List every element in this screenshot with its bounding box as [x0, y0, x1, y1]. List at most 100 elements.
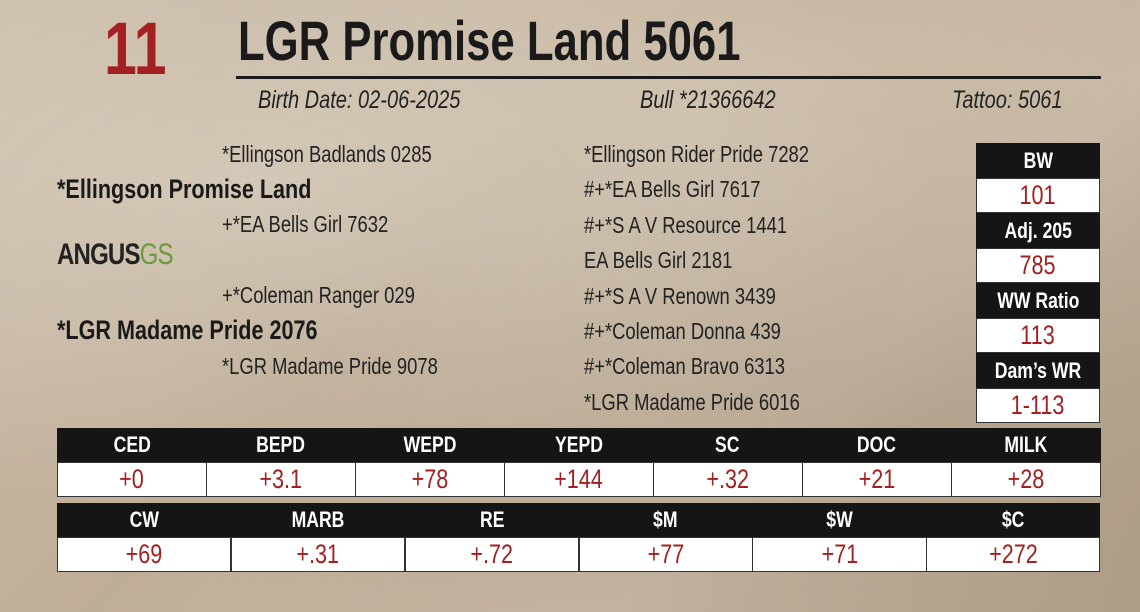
- logo-text: ANGUS: [57, 238, 140, 271]
- pedigree-entry: +*Coleman Ranger 029: [222, 282, 463, 309]
- epd-value-text: +71: [821, 539, 858, 569]
- epd-value: +77: [578, 537, 753, 572]
- pedigree-outer-entry-text: #+*Coleman Donna 439: [584, 318, 781, 344]
- epd-value-text: +28: [1007, 464, 1045, 494]
- epd-value: +0: [57, 462, 207, 497]
- pedigree-outer-entry-text: #+*EA Bells Girl 7617: [584, 176, 761, 203]
- epd-label-text: RE: [479, 507, 505, 532]
- epd-value: +21: [802, 462, 952, 497]
- stat-value-text: 101: [1019, 180, 1057, 210]
- epd-label-text: BEPD: [256, 432, 306, 457]
- pedigree-entry: *Ellingson Badlands 0285: [222, 141, 484, 168]
- epd-label: $W: [752, 503, 927, 537]
- epd-value-text: +272: [988, 539, 1038, 569]
- pedigree-text: +*EA Bells Girl 7632: [222, 211, 389, 237]
- epd-label: RE: [404, 503, 579, 537]
- pedigree-outer-entry: #+*Coleman Bravo 6313: [584, 353, 835, 380]
- epd-value-text: +0: [119, 464, 145, 494]
- stat-label: Adj. 205: [976, 213, 1100, 248]
- logo-suffix: GS: [139, 238, 174, 271]
- epd-value: +144: [504, 462, 654, 497]
- pedigree-outer-entry: #+*EA Bells Girl 7617: [584, 176, 805, 203]
- epd-label-text: $W: [826, 507, 853, 532]
- birth-date: Birth Date: 02-06-2025: [258, 86, 511, 115]
- pedigree-dam: *LGR Madame Pride 2076: [57, 315, 383, 346]
- epd-label-text: SC: [715, 432, 740, 457]
- stat-label-text: Adj. 205: [1004, 217, 1072, 243]
- pedigree-outer-entry: EA Bells Girl 2181: [584, 247, 769, 274]
- pedigree-outer-entry: #+*S A V Resource 1441: [584, 212, 838, 239]
- epd-value: +3.1: [206, 462, 356, 497]
- pedigree-outer-entry-text: *LGR Madame Pride 6016: [584, 388, 800, 415]
- stat-label: Dam’s WR: [976, 353, 1100, 388]
- pedigree-outer-entry: #+*Coleman Donna 439: [584, 318, 830, 345]
- epd-label: $M: [578, 503, 753, 537]
- epd-value-text: +21: [858, 464, 896, 494]
- pedigree-entry: +*EA Bells Girl 7632: [222, 211, 430, 238]
- epd-label-text: YEPD: [554, 432, 603, 457]
- stat-value: 1-113: [976, 388, 1100, 423]
- epd-label-text: $C: [1002, 507, 1025, 532]
- angus-logo: ANGUSGS: [57, 238, 202, 272]
- epd-label: SC: [653, 428, 803, 462]
- epd-label: WEPD: [355, 428, 505, 462]
- epd-value: +28: [951, 462, 1101, 497]
- epd-label-text: MARB: [291, 507, 345, 532]
- epd-value: +.31: [230, 537, 406, 572]
- pedigree-outer-entry-text: *Ellingson Rider Pride 7282: [584, 141, 810, 167]
- pedigree-outer-entry-text: #+*Coleman Bravo 6313: [584, 353, 785, 380]
- epd-value-text: +.31: [296, 539, 340, 569]
- animal-name: LGR Promise Land 5061: [238, 8, 882, 73]
- epd-value: +.72: [404, 537, 579, 572]
- stat-value: 785: [976, 248, 1100, 283]
- pedigree-entry: *LGR Madame Pride 9078: [222, 353, 492, 380]
- epd-label-text: MILK: [1004, 432, 1048, 457]
- stat-label-text: WW Ratio: [996, 287, 1080, 313]
- epd-label: MARB: [230, 503, 406, 537]
- registration-text: Bull *21366642: [640, 86, 776, 114]
- stat-label-text: Dam’s WR: [994, 357, 1082, 383]
- epd-value: +272: [926, 537, 1101, 572]
- stat-label: WW Ratio: [976, 283, 1100, 318]
- epd-label-text: $M: [653, 507, 678, 532]
- pedigree-outer-entry: *LGR Madame Pride 6016: [584, 389, 854, 416]
- stat-label: BW: [976, 143, 1100, 178]
- epd-label: DOC: [802, 428, 952, 462]
- pedigree-outer-entry: #+*S A V Renown 3439: [584, 283, 824, 310]
- epd-value-text: +.32: [706, 464, 750, 494]
- lot-text: 11: [104, 7, 167, 90]
- epd-label: MILK: [951, 428, 1101, 462]
- birth-date-text: Birth Date: 02-06-2025: [258, 86, 461, 114]
- epd-label: YEPD: [504, 428, 654, 462]
- epd-value-text: +.72: [470, 539, 514, 569]
- epd-label-text: CED: [113, 432, 151, 457]
- tattoo-text: Tattoo: 5061: [952, 86, 1063, 114]
- epd-label-text: WEPD: [403, 432, 457, 457]
- pedigree-outer-entry: *Ellingson Rider Pride 7282: [584, 141, 865, 168]
- epd-label: CW: [57, 503, 232, 537]
- epd-value: +78: [355, 462, 505, 497]
- pedigree-text: *Ellingson Badlands 0285: [222, 141, 432, 167]
- epd-label-text: DOC: [857, 432, 897, 457]
- pedigree-text: *LGR Madame Pride 2076: [57, 315, 318, 345]
- lot-number: 11: [104, 6, 182, 91]
- epd-value-text: +78: [411, 464, 449, 494]
- pedigree-text: +*Coleman Ranger 029: [222, 282, 415, 308]
- epd-value: +71: [752, 537, 927, 572]
- epd-value-text: +69: [125, 539, 163, 569]
- stat-value-text: 1-113: [1011, 390, 1065, 420]
- stat-value-text: 785: [1019, 250, 1057, 280]
- epd-value: +.32: [653, 462, 803, 497]
- tattoo: Tattoo: 5061: [952, 86, 1090, 115]
- stat-value: 113: [976, 318, 1100, 353]
- epd-value-text: +77: [647, 539, 684, 569]
- stat-label-text: BW: [1023, 147, 1053, 173]
- name-text: LGR Promise Land 5061: [238, 9, 741, 72]
- epd-value-text: +144: [554, 464, 604, 494]
- epd-label: CED: [57, 428, 207, 462]
- pedigree-text: *LGR Madame Pride 9078: [222, 353, 438, 379]
- pedigree-text: *Ellingson Promise Land: [57, 174, 312, 204]
- epd-value: +69: [57, 537, 232, 572]
- title-rule: [236, 76, 1101, 79]
